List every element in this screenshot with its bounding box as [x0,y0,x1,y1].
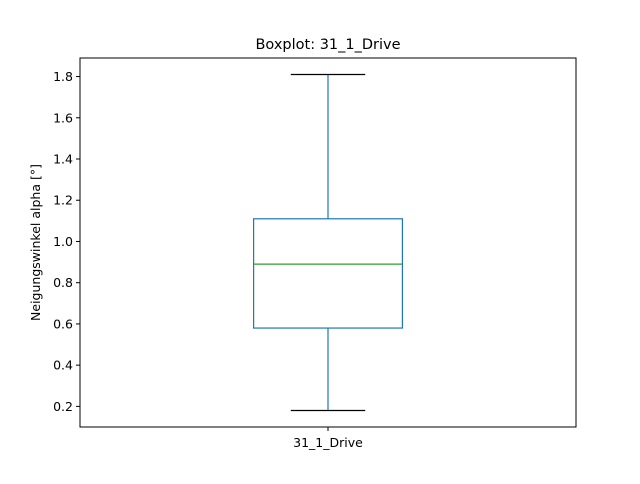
chart-title: Boxplot: 31_1_Drive [255,37,400,53]
y-tick-label: 0.6 [53,316,73,331]
y-tick-label: 1.0 [53,234,73,249]
y-tick-label: 0.8 [53,275,73,290]
boxes [253,73,404,412]
y-axis: 0.2 0.4 0.6 0.8 1.0 1.2 1.4 1.6 1.8 [53,69,80,414]
y-tick-label: 1.6 [53,110,73,125]
x-axis: 31_1_Drive [293,427,363,450]
x-tick-label: 31_1_Drive [293,435,363,450]
y-tick-label: 0.4 [53,358,73,373]
plot-frame [79,57,577,428]
y-tick-label: 1.2 [53,193,73,208]
y-axis-label: Neigungswinkel alpha [°] [28,164,43,321]
y-tick-label: 1.4 [53,152,73,167]
iqr-box [253,218,404,329]
y-tick-label: 0.2 [53,399,73,414]
y-tick-label: 1.8 [53,69,73,84]
